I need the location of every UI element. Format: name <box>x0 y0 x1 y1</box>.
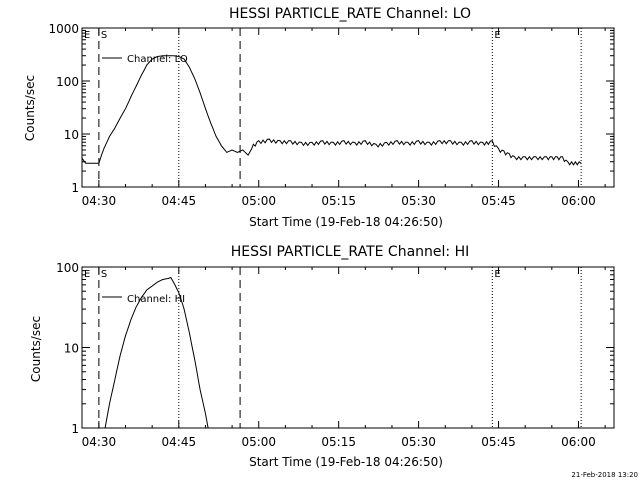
top-plot-frame <box>81 27 615 188</box>
bottom-plot-frame <box>81 266 615 429</box>
top-x-tick-label: 05:45 <box>481 194 516 208</box>
top-y-tick-label: 10 <box>64 128 79 142</box>
bottom-y-tick-label: 10 <box>64 342 79 356</box>
top-series-line <box>81 55 582 166</box>
bottom-series-line <box>104 276 209 429</box>
bottom-y-tick-label: 100 <box>56 261 79 275</box>
bottom-marker-label: E <box>494 269 500 280</box>
top-x-tick-label: 05:00 <box>241 194 276 208</box>
bottom-chart-title: HESSI PARTICLE_RATE Channel: HI <box>231 244 469 260</box>
top-y-tick-label: 100 <box>56 75 79 89</box>
bottom-x-tick-label: 05:15 <box>321 435 356 449</box>
top-y-tick-label: 1000 <box>48 22 79 36</box>
top-marker-label: E <box>84 30 90 41</box>
timestamp: 21-Feb-2018 13:20 <box>571 471 638 479</box>
top-x-tick-label: 06:00 <box>561 194 596 208</box>
bottom-x-tick-label: 05:30 <box>401 435 436 449</box>
bottom-plot: 04:30 04:45 05:00 05:15 05:30 05:45 06:00 1 10 10… <box>56 261 615 449</box>
bottom-marker-label: E <box>84 269 90 280</box>
top-x-tick-label: 04:45 <box>162 194 197 208</box>
top-marker-label: S <box>101 30 107 41</box>
top-plot: 04:30 04:45 05:00 05:15 05:30 05:45 06:00 1 10 10… <box>48 22 615 208</box>
bottom-x-axis-label: Start Time (19-Feb-18 04:26:50) <box>249 455 443 469</box>
top-x-tick-label: 05:15 <box>321 194 356 208</box>
bottom-legend-label: Channel: HI <box>127 294 185 305</box>
top-x-tick-label: 04:30 <box>82 194 117 208</box>
bottom-x-tick-label: 06:00 <box>561 435 596 449</box>
top-y-tick-label: 1 <box>71 181 79 195</box>
top-legend-label: Channel: LO <box>127 54 188 65</box>
top-chart-title: HESSI PARTICLE_RATE Channel: LO <box>229 6 471 22</box>
bottom-x-tick-label: 05:00 <box>241 435 276 449</box>
bottom-x-tick-label: 05:45 <box>481 435 516 449</box>
top-marker-label: E <box>494 30 500 41</box>
bottom-x-tick-label: 04:30 <box>82 435 117 449</box>
top-x-tick-label: 05:30 <box>401 194 436 208</box>
bottom-y-axis-label: Counts/sec <box>29 316 43 382</box>
bottom-x-tick-label: 04:45 <box>162 435 197 449</box>
bottom-y-tick-label: 1 <box>71 422 79 436</box>
top-x-axis-label: Start Time (19-Feb-18 04:26:50) <box>249 215 443 229</box>
bottom-marker-label: S <box>101 269 107 280</box>
top-y-axis-label: Counts/sec <box>23 75 37 141</box>
